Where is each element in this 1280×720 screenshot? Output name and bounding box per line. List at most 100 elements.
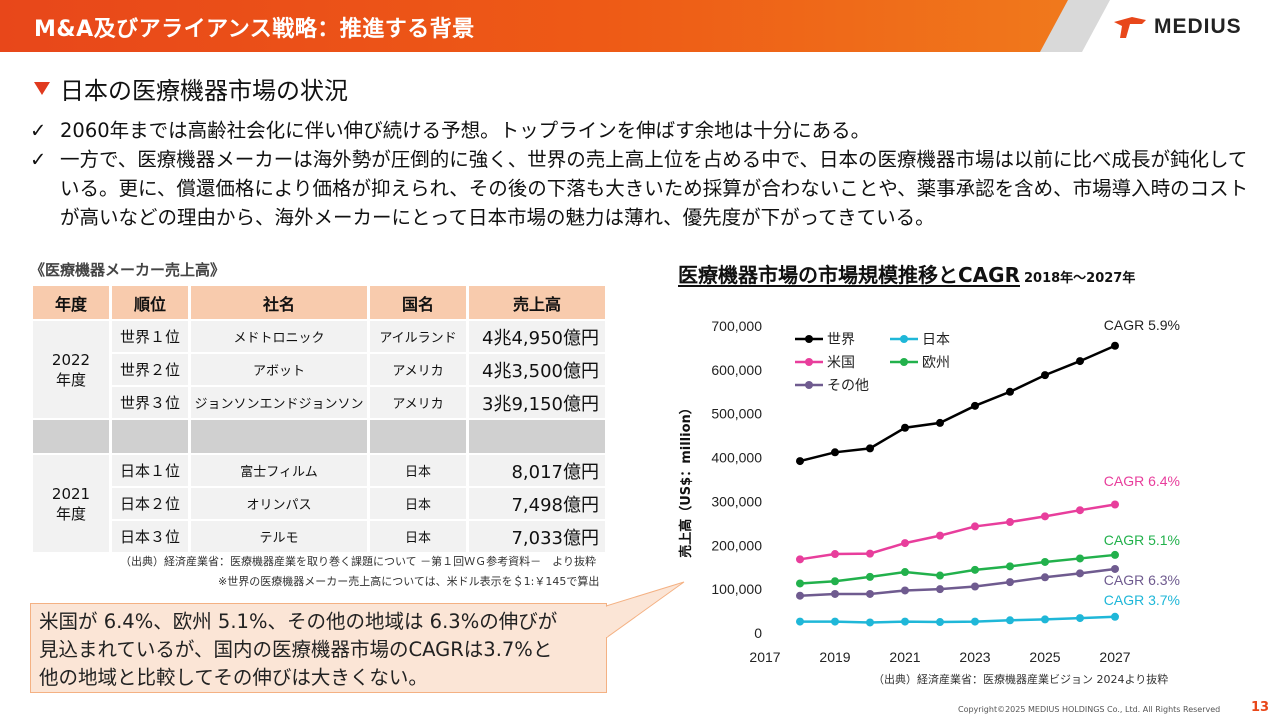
bullet-text: 2060年までは高齢社会化に伴い伸び続ける予想。トップラインを伸ばす余地は十分に… — [60, 119, 871, 142]
year-value: 2021 — [51, 484, 91, 503]
triangle-down-icon — [34, 82, 50, 95]
data-point — [1111, 612, 1119, 621]
separator-cell — [191, 420, 367, 455]
chart-source: （出典）経済産業省：医療機器産業ビジョン 2024より抜粋 — [873, 673, 1169, 686]
data-point — [1076, 569, 1084, 578]
rank-cell: 世界３位 — [112, 387, 188, 420]
callout-tail — [606, 581, 685, 639]
x-tick-label: 2017 — [749, 649, 780, 665]
country-cell: アイルランド — [370, 321, 466, 354]
data-point — [796, 591, 804, 600]
data-point — [936, 585, 944, 594]
legend-label: 日本 — [922, 332, 950, 348]
table-row: 日本３位 テルモ 日本 7,033億円 — [33, 521, 605, 554]
data-point — [796, 555, 804, 564]
market-size-chart: 0 100,000 200,000 300,000 400,000 500,000 600,… — [678, 317, 1180, 665]
x-tick-label: 2023 — [959, 649, 990, 665]
sales-cell: 8,017億円 — [469, 455, 605, 488]
rank-cell: 世界１位 — [112, 321, 188, 354]
country-cell: アメリカ — [370, 354, 466, 387]
section-heading: 日本の医療機器市場の状況 — [34, 71, 348, 106]
sales-cell: 3兆9,150億円 — [469, 387, 605, 420]
y-tick-label: 400,000 — [711, 450, 762, 466]
legend-label: 欧州 — [922, 355, 950, 371]
bullet-item: ✓ 2060年までは高齢社会化に伴い伸び続ける予想。トップラインを伸ばす余地は十… — [30, 116, 1260, 145]
data-point — [866, 444, 874, 453]
data-point — [936, 418, 944, 427]
series-line-3 — [799, 553, 1116, 585]
callout-line: 米国が 6.4%、欧州 5.1%、その他の地域は 6.3%の伸びが — [39, 610, 558, 633]
country-cell: アメリカ — [370, 387, 466, 420]
series-line-4 — [799, 567, 1116, 597]
bullet-item: ✓ 一方で、医療機器メーカーは海外勢が圧倒的に強く、世界の売上高上位を占める中で… — [30, 145, 1260, 232]
country-cell: 日本 — [370, 488, 466, 521]
data-point — [1076, 614, 1084, 623]
data-point — [796, 457, 804, 466]
x-tick-label: 2027 — [1099, 649, 1130, 665]
rank-cell: 日本１位 — [112, 455, 188, 488]
legend-marker — [805, 381, 813, 389]
y-tick-label: 100,000 — [711, 581, 762, 597]
cagr-label: CAGR 6.4% — [1104, 473, 1180, 489]
rank-cell: 世界２位 — [112, 354, 188, 387]
callout-line: 他の地域と比較してその伸びは大きくない。 — [39, 666, 428, 689]
sales-cell: 7,498億円 — [469, 488, 605, 521]
data-point — [936, 531, 944, 540]
x-tick-label: 2019 — [819, 649, 850, 665]
country-cell: 日本 — [370, 521, 466, 554]
y-tick-label: 200,000 — [711, 537, 762, 553]
data-point — [1111, 564, 1119, 573]
chart-title-main: 医療機器市場の市場規模推移とCAGR — [678, 263, 1020, 287]
checkmark-icon: ✓ — [30, 119, 47, 142]
sales-table: 年度 順位 社名 国名 売上高 2022 年度 世界１位 メドトロニック アイル… — [30, 286, 608, 554]
data-point — [1041, 512, 1049, 521]
table-row: 世界３位 ジョンソンエンドジョンソン アメリカ 3兆9,150億円 — [33, 387, 605, 420]
logo-text: MEDIUS — [1154, 15, 1242, 38]
data-point — [971, 565, 979, 574]
company-cell: テルモ — [191, 521, 367, 554]
cagr-label: CAGR 6.3% — [1104, 572, 1180, 588]
company-cell: オリンパス — [191, 488, 367, 521]
page-number: 13 — [1251, 700, 1270, 715]
header-bar: M&A及びアライアンス戦略：推進する背景 — [0, 0, 1090, 52]
series-line-2 — [799, 503, 1116, 561]
x-tick-label: 2025 — [1029, 649, 1060, 665]
data-point — [1006, 578, 1014, 587]
data-point — [796, 579, 804, 588]
x-tick-label: 2021 — [889, 649, 920, 665]
header-title: M&A及びアライアンス戦略：推進する背景 — [34, 17, 475, 42]
data-point — [1111, 341, 1119, 350]
data-point — [936, 571, 944, 580]
data-point — [1041, 557, 1049, 566]
data-point — [1076, 357, 1084, 366]
y-tick-label: 600,000 — [711, 362, 762, 378]
data-point — [866, 589, 874, 598]
country-cell: 日本 — [370, 455, 466, 488]
legend-label: その他 — [827, 378, 869, 394]
year-cell: 2022 年度 — [33, 321, 109, 420]
data-point — [1006, 616, 1014, 625]
medius-logo: MEDIUS — [1112, 14, 1242, 40]
data-point — [901, 617, 909, 626]
table-row: 2021 年度 日本１位 富士フィルム 日本 8,017億円 — [33, 455, 605, 554]
legend-marker — [805, 358, 813, 366]
section-heading-text: 日本の医療機器市場の状況 — [60, 77, 348, 105]
y-axis-label: 売上高（US$：million） — [678, 401, 694, 558]
data-point — [1076, 554, 1084, 563]
data-point — [971, 522, 979, 531]
legend-marker — [805, 335, 813, 343]
table-title: 《医療機器メーカー売上高》 — [30, 261, 226, 279]
header-country: 国名 — [370, 286, 466, 321]
separator-cell — [469, 420, 605, 455]
cagr-label: CAGR 5.9% — [1104, 317, 1180, 333]
data-point — [936, 618, 944, 627]
data-point — [971, 582, 979, 591]
y-tick-label: 500,000 — [711, 406, 762, 422]
sales-cell: 4兆4,950億円 — [469, 321, 605, 354]
header-rank: 順位 — [112, 286, 188, 321]
data-point — [1041, 371, 1049, 380]
chart-title: 医療機器市場の市場規模推移とCAGR 2018年～2027年 — [678, 259, 1135, 288]
data-point — [971, 617, 979, 626]
table-separator-row — [33, 420, 605, 455]
series-line-0 — [799, 344, 1116, 463]
